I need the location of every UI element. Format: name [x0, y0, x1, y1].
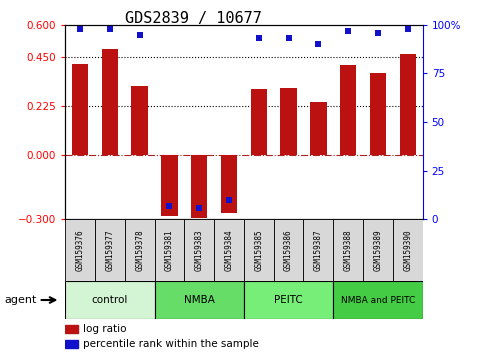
FancyBboxPatch shape [333, 281, 423, 319]
Bar [340, 65, 356, 155]
Text: GSM159386: GSM159386 [284, 230, 293, 271]
Bar [370, 73, 386, 155]
Text: log ratio: log ratio [83, 324, 127, 334]
FancyBboxPatch shape [185, 219, 214, 281]
Text: percentile rank within the sample: percentile rank within the sample [83, 339, 259, 349]
Text: GSM159383: GSM159383 [195, 230, 204, 271]
Text: GSM159384: GSM159384 [225, 230, 233, 271]
Bar [221, 155, 237, 213]
FancyBboxPatch shape [155, 281, 244, 319]
Text: GSM159389: GSM159389 [373, 230, 383, 271]
FancyBboxPatch shape [155, 219, 185, 281]
Bar [399, 54, 416, 155]
Bar [72, 64, 88, 155]
FancyBboxPatch shape [244, 281, 333, 319]
Text: NMBA: NMBA [184, 295, 214, 305]
Text: GSM159388: GSM159388 [344, 230, 353, 271]
Text: GSM159378: GSM159378 [135, 230, 144, 271]
FancyBboxPatch shape [125, 219, 155, 281]
Bar [65, 340, 78, 348]
Bar [281, 87, 297, 155]
FancyBboxPatch shape [393, 219, 423, 281]
FancyBboxPatch shape [274, 219, 303, 281]
Text: PEITC: PEITC [274, 295, 303, 305]
FancyBboxPatch shape [333, 219, 363, 281]
Text: GSM159381: GSM159381 [165, 230, 174, 271]
Bar [310, 102, 327, 155]
Text: GSM159390: GSM159390 [403, 230, 412, 271]
Text: agent: agent [5, 295, 37, 305]
Text: GSM159385: GSM159385 [255, 230, 263, 271]
Text: control: control [92, 295, 128, 305]
FancyBboxPatch shape [214, 219, 244, 281]
Text: GSM159377: GSM159377 [105, 230, 114, 271]
Text: GDS2839 / 10677: GDS2839 / 10677 [125, 11, 262, 25]
Bar [251, 88, 267, 155]
Bar [65, 325, 78, 333]
Bar [161, 155, 178, 216]
Bar [191, 155, 207, 218]
Bar [102, 48, 118, 155]
FancyBboxPatch shape [65, 219, 95, 281]
Bar [131, 86, 148, 155]
Text: NMBA and PEITC: NMBA and PEITC [341, 296, 415, 304]
Text: GSM159376: GSM159376 [76, 230, 85, 271]
Text: GSM159387: GSM159387 [314, 230, 323, 271]
FancyBboxPatch shape [303, 219, 333, 281]
FancyBboxPatch shape [65, 281, 155, 319]
FancyBboxPatch shape [244, 219, 274, 281]
FancyBboxPatch shape [95, 219, 125, 281]
FancyBboxPatch shape [363, 219, 393, 281]
